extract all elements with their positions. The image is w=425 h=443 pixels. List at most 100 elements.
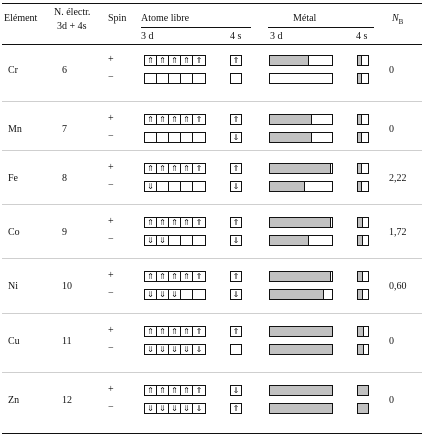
band-fill: [358, 236, 362, 245]
free-atom-4s-box: ⇑: [230, 403, 242, 414]
free-atom-4s-box: ⇓: [230, 132, 242, 143]
orbital-cell: ⇓: [157, 290, 169, 299]
band-fill: [270, 164, 330, 173]
orbital-cell: ⇑: [157, 218, 169, 227]
orbital-cell: [181, 290, 193, 299]
orbital-cell: [145, 74, 157, 83]
spin-sign: +: [108, 325, 114, 336]
metal-3d-band: [269, 114, 333, 125]
spin-up-arrow: ⇑: [195, 114, 203, 124]
spin-sign: −: [108, 402, 114, 413]
free-atom-4s-box: ⇑: [230, 326, 242, 337]
metal-4s-band: [357, 55, 369, 66]
free-atom-4s-box: ⇑: [230, 163, 242, 174]
metal-3d-band: [269, 344, 333, 355]
fermi-level-mark: [330, 218, 331, 227]
metal-3d-band: [269, 326, 333, 337]
free-atom-3d-box: ⇓ ⇓ ⇓: [144, 289, 206, 300]
orbital-cell: ⇑: [157, 56, 169, 65]
orbital-cell: ⇑: [193, 218, 205, 227]
atome-libre-rule: [141, 27, 251, 28]
nb-value: 0: [389, 336, 394, 347]
spin-sign: +: [108, 162, 114, 173]
header-spin: Spin: [108, 13, 127, 24]
orbital-cell: ⇑: [169, 386, 181, 395]
spin-down-arrow: ⇓: [183, 344, 190, 354]
orbital-cell: ⇑: [169, 115, 181, 124]
nb-subscript: B: [398, 18, 404, 26]
orbital-cell: [193, 74, 205, 83]
spin-down-arrow: ⇓: [171, 403, 178, 413]
top-rule: [2, 3, 422, 4]
metal-3d-band: [269, 163, 333, 174]
orbital-cell: ⇓: [145, 236, 157, 245]
free-atom-4s-box: [230, 73, 242, 84]
fermi-level-mark: [361, 115, 362, 124]
nb-value: 0: [389, 124, 394, 135]
spin-up-arrow: ⇑: [147, 163, 154, 173]
spin-up-arrow: ⇑: [159, 163, 166, 173]
spin-sign: −: [108, 180, 114, 191]
orbital-cell: [157, 133, 169, 142]
spin-down-arrow: ⇓: [159, 235, 166, 245]
fermi-level-mark: [363, 327, 364, 336]
band-fill: [358, 164, 361, 173]
band-fill: [270, 218, 330, 227]
fermi-level-mark: [308, 56, 309, 65]
spin-down-arrow: ⇓: [147, 181, 154, 191]
orbital-cell: ⇓: [193, 404, 205, 413]
free-atom-4s-box: ⇑: [230, 114, 242, 125]
band-fill: [270, 386, 332, 395]
electron-count: 12: [62, 395, 72, 406]
orbital-cell: ⇓: [157, 236, 169, 245]
nb-value: 0: [389, 65, 394, 76]
spin-up-arrow: ⇑: [147, 385, 154, 395]
spin-down-arrow: ⇓: [195, 403, 203, 413]
band-fill: [270, 327, 332, 336]
row-separator: [2, 372, 422, 373]
free-atom-3d-box: ⇓: [144, 181, 206, 192]
spin-up-arrow: ⇑: [171, 163, 178, 173]
orbital-cell: ⇑: [181, 272, 193, 281]
orbital-cell: ⇑: [157, 272, 169, 281]
orbital-cell: ⇑: [181, 218, 193, 227]
orbital-cell: ⇑: [145, 218, 157, 227]
orbital-cell: [169, 74, 181, 83]
subheader-4s-metal: 4 s: [356, 31, 368, 42]
free-atom-3d-box: ⇑ ⇑ ⇑ ⇑ ⇑: [144, 163, 206, 174]
band-fill: [358, 272, 362, 281]
spin-up-arrow: ⇑: [195, 55, 203, 65]
orbital-cell: ⇓: [169, 345, 181, 354]
orbital-cell: ⇑: [145, 164, 157, 173]
spin-up-arrow: ⇑: [147, 271, 154, 281]
element-symbol: Cu: [8, 336, 20, 347]
metal-4s-band: [357, 403, 369, 414]
free-atom-3d-box: [144, 132, 206, 143]
spin-up-arrow: ⇑: [232, 326, 240, 336]
orbital-cell: [193, 236, 205, 245]
spin-sign: −: [108, 288, 114, 299]
spin-down-arrow: ⇓: [183, 403, 190, 413]
band-fill: [270, 182, 304, 191]
spin-sign: −: [108, 72, 114, 83]
free-atom-4s-box: ⇓: [230, 181, 242, 192]
spin-up-arrow: ⇑: [159, 114, 166, 124]
orbital-cell: ⇑: [193, 115, 205, 124]
orbital-cell: ⇑: [157, 327, 169, 336]
orbital-cell: [145, 133, 157, 142]
free-atom-3d-box: ⇓ ⇓ ⇓ ⇓ ⇓: [144, 403, 206, 414]
row-separator: [2, 258, 422, 259]
header-nb: NB: [392, 13, 403, 28]
spin-up-arrow: ⇑: [171, 217, 178, 227]
free-atom-3d-box: ⇑ ⇑ ⇑ ⇑ ⇑: [144, 326, 206, 337]
spin-up-arrow: ⇑: [183, 217, 190, 227]
fermi-level-mark: [362, 290, 363, 299]
spin-down-arrow: ⇓: [232, 132, 240, 142]
free-atom-4s-box: [230, 344, 242, 355]
row-separator: [2, 150, 422, 151]
metal-3d-band: [269, 55, 333, 66]
orbital-cell: ⇑: [145, 115, 157, 124]
spin-up-arrow: ⇑: [183, 385, 190, 395]
orbital-cell: [157, 182, 169, 191]
metal-4s-band: [357, 326, 369, 337]
